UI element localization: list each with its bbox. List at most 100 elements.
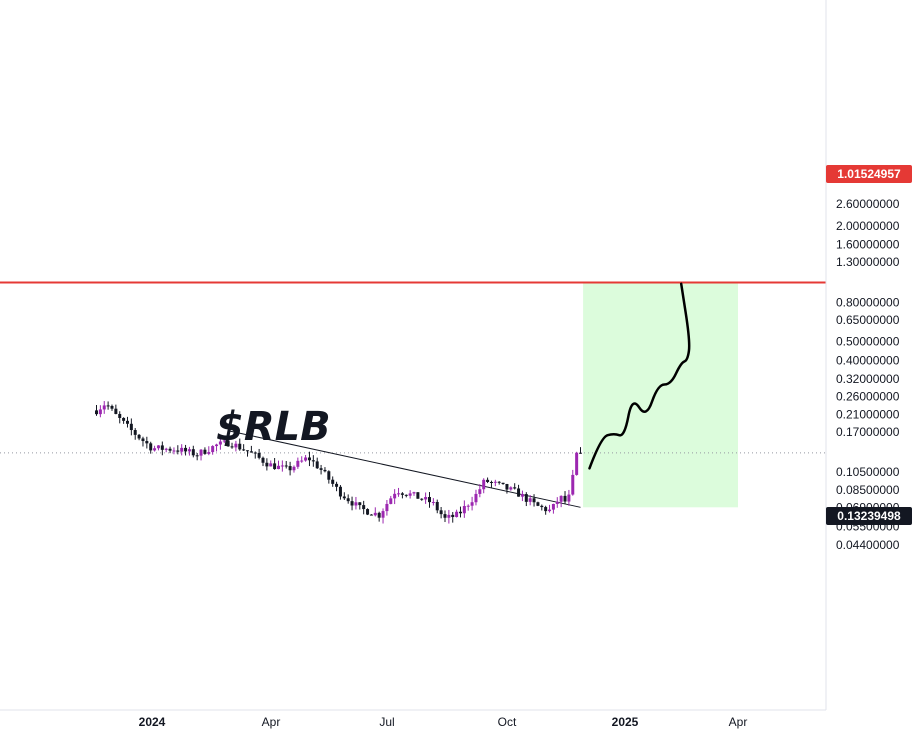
candle-body (98, 409, 102, 415)
candle-body (331, 479, 335, 484)
candle-body (486, 479, 490, 482)
candle-body (145, 441, 149, 444)
time-tick-label: Jul (379, 715, 394, 729)
candle-body (489, 481, 493, 483)
candle-body (548, 509, 552, 512)
target-zone-layer (583, 282, 738, 508)
candle-body (273, 463, 277, 470)
candle-body (129, 423, 133, 431)
candle-body (164, 448, 168, 450)
candle-body (141, 438, 145, 442)
candle-body (458, 511, 462, 514)
price-axis[interactable]: 2.60000000 2.00000000 1.60000000 1.30000000… (836, 197, 900, 552)
candle-body (94, 410, 98, 415)
candle-body (137, 434, 141, 439)
candle-body (338, 486, 342, 497)
candle-body (300, 460, 304, 462)
candle-body (524, 494, 528, 502)
candle-body (226, 440, 230, 447)
price-tick-label: 0.65000000 (836, 313, 900, 327)
candle-body (218, 441, 222, 445)
candle-body (563, 495, 567, 502)
candle-body (416, 492, 420, 499)
candle-body (118, 413, 122, 418)
candle-body (180, 447, 184, 452)
candle-body (431, 501, 435, 503)
candle-body (265, 462, 269, 467)
candle-body (242, 449, 246, 451)
candle-body (404, 494, 408, 496)
candle-body (176, 450, 180, 452)
candle-body (211, 446, 215, 453)
candle-body (532, 498, 536, 503)
candle-body (544, 507, 548, 512)
candles-layer (94, 401, 583, 524)
candle-body (412, 492, 416, 494)
time-axis[interactable]: 2024 Apr Jul Oct 2025 Apr (139, 715, 748, 729)
candle-body (249, 451, 253, 453)
candle-body (288, 466, 292, 471)
candle-body (393, 493, 397, 499)
price-tick-label: 1.30000000 (836, 255, 900, 269)
resistance-tag-bg (826, 165, 912, 183)
candle-body (276, 465, 280, 470)
candle-body (311, 460, 315, 462)
price-tick-label: 0.80000000 (836, 295, 900, 309)
candle-body (474, 493, 478, 503)
current-price-tag-bg (826, 507, 912, 525)
candle-body (195, 455, 199, 457)
resistance-price-tag: 1.01524957 (826, 165, 912, 183)
candle-body (292, 466, 296, 471)
candle-body (122, 417, 126, 421)
candle-body (493, 481, 497, 483)
price-tick-label: 0.17000000 (836, 425, 900, 439)
candle-body (203, 449, 207, 454)
candle-body (199, 449, 203, 456)
time-tick-label: Oct (498, 715, 517, 729)
projection-path (588, 282, 691, 470)
candle-body (478, 489, 482, 494)
candle-body (579, 452, 583, 454)
candle-body (385, 503, 389, 512)
price-tick-label: 0.40000000 (836, 353, 900, 367)
candle-body (110, 405, 114, 409)
candle-body (350, 501, 354, 506)
candle-body (114, 408, 118, 414)
candle-body (575, 452, 579, 475)
price-tick-label: 2.60000000 (836, 197, 900, 211)
candle-body (172, 450, 176, 452)
candle-body (397, 493, 401, 495)
candle-body (428, 497, 432, 503)
candle-body (366, 509, 370, 515)
candle-body (555, 501, 559, 504)
candle-body (505, 484, 509, 490)
candle-body (400, 493, 404, 495)
candle-body (168, 448, 172, 451)
candle-body (222, 440, 226, 442)
candle-body (358, 502, 362, 506)
candle-body (323, 469, 327, 472)
candle-body (513, 487, 517, 489)
candle-body (230, 446, 234, 448)
candle-body (253, 452, 257, 454)
candle-body (540, 505, 544, 508)
candle-body (133, 430, 137, 435)
chart-title: $RLB (216, 404, 331, 450)
candle-body (389, 498, 393, 504)
candle-body (455, 511, 459, 518)
candle-body (257, 452, 261, 458)
candle-body (567, 494, 571, 502)
candle-body (571, 474, 575, 495)
time-tick-label: 2024 (139, 715, 166, 729)
candle-body (327, 471, 331, 480)
candle-body (125, 420, 129, 424)
candle-body (315, 461, 319, 469)
price-tick-label: 0.21000000 (836, 407, 900, 421)
time-tick-label: Apr (262, 715, 281, 729)
candle-body (284, 465, 288, 467)
price-tick-label: 0.04400000 (836, 538, 900, 552)
candle-body (335, 483, 339, 487)
candle-body (482, 479, 486, 490)
candle-body (106, 405, 110, 407)
